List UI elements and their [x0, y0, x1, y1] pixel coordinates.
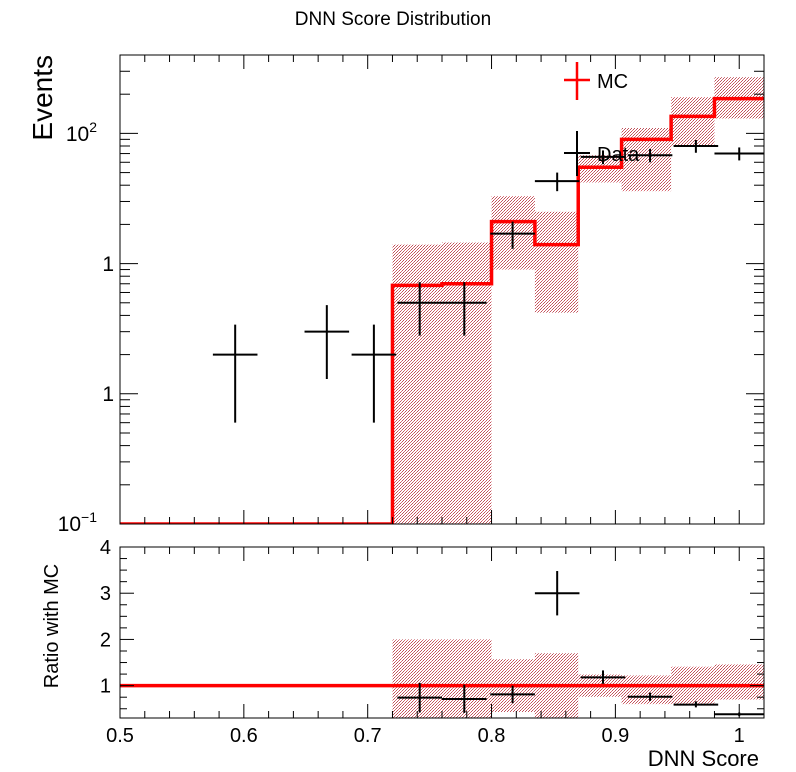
data-point-9 — [673, 139, 719, 153]
ratio-point-2 — [490, 685, 535, 704]
ratio-y-axis-label: Ratio with MC — [41, 564, 63, 688]
data-point-3 — [397, 282, 442, 336]
ratio-point-5 — [627, 692, 673, 701]
y-tick-label-1: 1 — [102, 383, 114, 406]
ratio-y-tick-label: 4 — [100, 537, 111, 559]
x-tick-label: 0.5 — [106, 725, 134, 747]
mc-band-7 — [671, 97, 715, 147]
ratio-point-1 — [442, 684, 487, 713]
ratio-band-6 — [714, 664, 764, 700]
data-point-0 — [212, 324, 258, 423]
x-tick-label: 0.7 — [354, 725, 382, 747]
ratio-point-4 — [580, 670, 626, 684]
mc-histogram — [120, 96, 764, 524]
x-tick-label: 0.9 — [601, 725, 629, 747]
mc-band-1 — [392, 244, 442, 524]
legend: MC Data — [564, 62, 640, 176]
legend-label-mc: MC — [597, 71, 628, 93]
y-axis-label: Events — [27, 55, 58, 141]
x-tick-label: 1 — [734, 725, 745, 747]
ratio-y-tick-label: 2 — [100, 629, 111, 651]
data-point-7 — [580, 150, 626, 165]
y-tick-label-0.1: 10−1 — [58, 509, 98, 536]
ratio-point-6 — [673, 701, 719, 708]
mc-band-2 — [442, 242, 492, 524]
ratio-y-tick-label: 1 — [100, 676, 111, 698]
mc-band-4 — [534, 211, 579, 313]
data-point-8 — [627, 148, 673, 163]
main-plot-frame — [119, 54, 765, 525]
x-tick-label: 0.6 — [230, 725, 258, 747]
ratio-band-4 — [621, 675, 672, 705]
ratio-band-0 — [392, 639, 492, 718]
data-point-2 — [351, 324, 397, 423]
ratio-point-0 — [397, 682, 442, 713]
ratio-axes: 1 2 3 4 0.5 0.6 0.7 0.8 0.9 1 — [100, 537, 765, 747]
x-axis-label: DNN Score — [648, 746, 759, 771]
legend-label-data: Data — [597, 144, 640, 166]
ratio-point-3 — [534, 571, 580, 616]
data-point-4 — [442, 282, 487, 336]
x-tick-label: 0.8 — [478, 725, 506, 747]
chart-title: DNN Score Distribution — [295, 9, 491, 30]
data-point-5 — [490, 221, 535, 249]
mc-step-line — [120, 96, 764, 524]
ratio-uncertainty-bands — [392, 639, 764, 718]
ratio-points — [397, 571, 764, 717]
ratio-y-tick-label: 3 — [100, 583, 111, 605]
legend-marker-data — [564, 131, 590, 176]
ratio-plot-frame — [119, 546, 765, 719]
data-points — [212, 139, 764, 423]
data-point-6 — [534, 172, 580, 192]
y-tick-label-10: 1 — [102, 253, 114, 276]
y-tick-label-100: 102 — [66, 119, 97, 146]
mc-uncertainty-bands — [392, 77, 764, 524]
data-point-1 — [304, 305, 350, 379]
legend-marker-mc — [564, 62, 590, 100]
